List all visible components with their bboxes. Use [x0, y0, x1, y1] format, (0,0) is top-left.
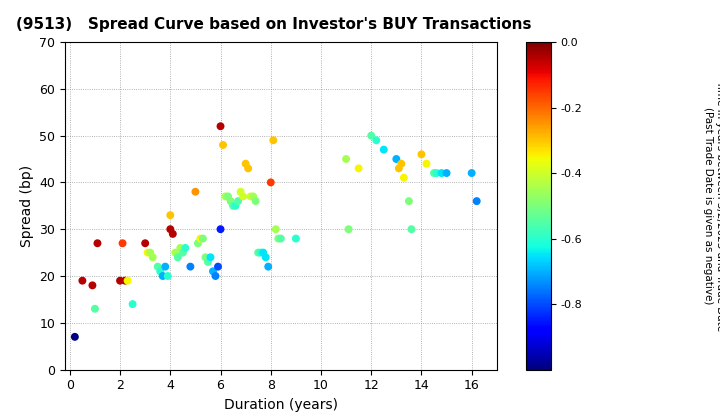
Point — [371, 137, 382, 144]
Point — [140, 240, 151, 247]
Point — [220, 193, 231, 200]
Point — [343, 226, 354, 233]
Point — [157, 273, 168, 279]
Point — [172, 254, 184, 261]
Point — [202, 259, 214, 265]
Point — [403, 198, 415, 205]
Point — [76, 277, 88, 284]
Point — [69, 333, 81, 340]
Point — [250, 198, 261, 205]
Point — [428, 170, 440, 176]
Point — [243, 165, 254, 172]
Point — [471, 198, 482, 205]
Point — [263, 263, 274, 270]
Point — [194, 235, 206, 242]
Point — [275, 235, 287, 242]
Point — [270, 226, 282, 233]
Point — [117, 240, 128, 247]
Point — [212, 263, 224, 270]
Point — [169, 249, 181, 256]
Point — [230, 202, 241, 209]
Point — [436, 170, 447, 176]
Point — [258, 249, 269, 256]
Point — [265, 179, 276, 186]
X-axis label: Duration (years): Duration (years) — [224, 398, 338, 412]
Point — [225, 198, 236, 205]
Point — [378, 146, 390, 153]
Point — [197, 235, 209, 242]
Point — [217, 142, 229, 148]
Point — [210, 273, 221, 279]
Point — [290, 235, 302, 242]
Point — [204, 254, 216, 261]
Point — [167, 231, 179, 237]
Point — [245, 193, 256, 200]
Point — [253, 249, 264, 256]
Point — [248, 193, 259, 200]
Point — [341, 156, 352, 163]
Point — [431, 170, 442, 176]
Text: (9513)   Spread Curve based on Investor's BUY Transactions: (9513) Spread Curve based on Investor's … — [16, 17, 531, 32]
Point — [165, 212, 176, 218]
Point — [91, 240, 103, 247]
Point — [147, 254, 158, 261]
Point — [366, 132, 377, 139]
Point — [152, 263, 163, 270]
Point — [165, 226, 176, 233]
Point — [120, 277, 131, 284]
Y-axis label: Time in years between 5/2/2025 and Trade Date
(Past Trade Date is given as negat: Time in years between 5/2/2025 and Trade… — [703, 80, 720, 331]
Point — [353, 165, 364, 172]
Point — [390, 156, 402, 163]
Point — [222, 193, 234, 200]
Point — [420, 160, 432, 167]
Point — [192, 240, 204, 247]
Point — [215, 226, 226, 233]
Point — [86, 282, 98, 289]
Point — [207, 268, 219, 275]
Point — [260, 254, 271, 261]
Point — [184, 263, 196, 270]
Point — [122, 277, 133, 284]
Point — [235, 189, 246, 195]
Point — [162, 273, 174, 279]
Point — [268, 137, 279, 144]
Point — [114, 277, 126, 284]
Point — [255, 249, 266, 256]
Y-axis label: Spread (bp): Spread (bp) — [19, 165, 34, 247]
Point — [174, 244, 186, 251]
Point — [466, 170, 477, 176]
Point — [127, 301, 138, 307]
Point — [415, 151, 427, 158]
Point — [238, 193, 249, 200]
Point — [160, 263, 171, 270]
Point — [405, 226, 417, 233]
Point — [228, 202, 239, 209]
Point — [441, 170, 452, 176]
Point — [233, 198, 244, 205]
Point — [398, 174, 410, 181]
Point — [189, 189, 201, 195]
Point — [273, 235, 284, 242]
Point — [240, 160, 251, 167]
Point — [179, 244, 191, 251]
Point — [177, 249, 189, 256]
Point — [199, 254, 211, 261]
Point — [155, 268, 166, 275]
Point — [393, 165, 405, 172]
Point — [89, 305, 101, 312]
Point — [215, 123, 226, 130]
Point — [145, 249, 156, 256]
Point — [142, 249, 153, 256]
Point — [395, 160, 407, 167]
